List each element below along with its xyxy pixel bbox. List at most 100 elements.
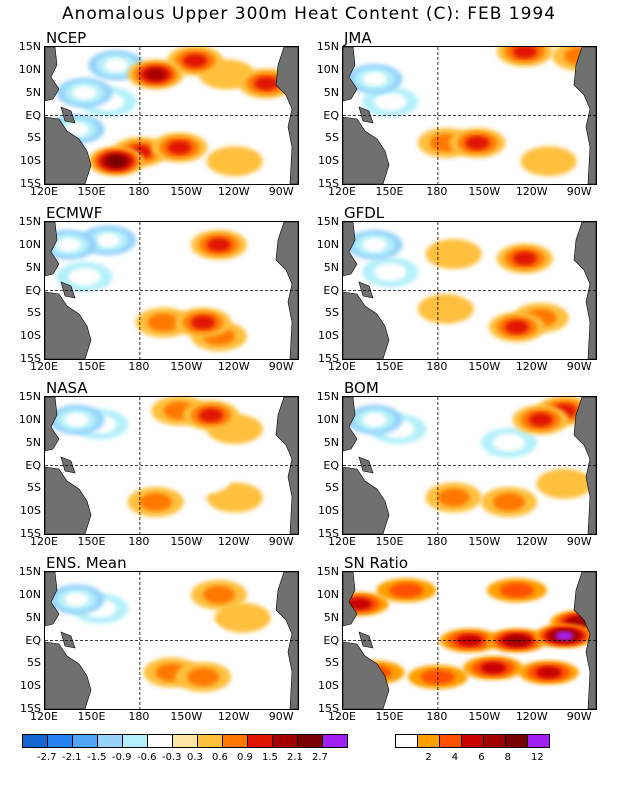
land-mass	[45, 466, 92, 534]
y-tick-label: 5S	[325, 656, 339, 670]
y-tick-label: 5S	[27, 481, 41, 495]
heat-contour	[199, 408, 223, 423]
x-tick-label: 90W	[566, 710, 592, 723]
x-tick-label: 120E	[30, 710, 58, 723]
heat-contour	[104, 58, 129, 73]
y-tick-label: 5N	[323, 610, 339, 624]
land-mass	[45, 397, 60, 452]
x-tick-label: 150W	[170, 535, 203, 548]
colorbar-label: -0.9	[112, 752, 132, 763]
x-tick-label: 90W	[268, 185, 294, 198]
land-mass	[275, 572, 298, 709]
y-tick-label: 15S	[318, 527, 339, 540]
y-tick-label: 10S	[20, 679, 41, 693]
land-mass	[275, 397, 298, 534]
x-tick-label: 150E	[77, 535, 106, 548]
heat-contour	[493, 493, 525, 511]
heat-contour	[457, 270, 514, 301]
y-tick-label: 10N	[316, 62, 339, 76]
heat-contour	[96, 233, 121, 248]
x-tick-label: 180	[128, 360, 150, 373]
y-tick-label: 15N	[316, 40, 339, 53]
heat-contour	[437, 488, 470, 507]
x-tick-label: 120W	[515, 535, 548, 548]
map-plot-area	[342, 396, 597, 535]
colorbar-swatch	[172, 734, 198, 748]
colorbar-label: 8	[504, 752, 511, 763]
y-tick-label: 15S	[20, 177, 41, 190]
heatmap-svg	[45, 222, 298, 359]
colorbar-label: -0.3	[162, 752, 182, 763]
heatmap-svg	[343, 572, 596, 709]
heatmap-svg	[45, 47, 298, 184]
heat-contour	[536, 468, 593, 499]
land-mass	[358, 456, 374, 474]
colorbar-label: 1.5	[262, 752, 278, 763]
y-tick-label: 5N	[25, 610, 41, 624]
figure-title: Anomalous Upper 300m Heat Content (C): F…	[61, 4, 557, 24]
colorbar-swatch	[22, 734, 48, 748]
colorbar-swatch	[97, 734, 123, 748]
land-mass	[45, 116, 92, 184]
land-mass	[343, 116, 390, 184]
land-mass	[358, 631, 374, 649]
x-tick-label: 120W	[515, 360, 548, 373]
colorbar-swatch	[272, 734, 298, 748]
land-mass	[45, 572, 60, 627]
y-tick-label: 10N	[316, 237, 339, 251]
y-tick-label: EQ	[323, 458, 339, 472]
heat-contour	[512, 47, 537, 59]
x-tick-label: 120W	[515, 710, 548, 723]
map-plot-area	[44, 221, 299, 360]
heat-contour	[480, 661, 506, 674]
map-plot-area	[44, 396, 299, 535]
land-mass	[60, 281, 76, 299]
land-mass	[45, 222, 60, 277]
colorbar-swatch	[72, 734, 98, 748]
x-tick-label: 150W	[468, 535, 501, 548]
y-tick-label: 10N	[316, 412, 339, 426]
heat-contour	[147, 313, 180, 332]
land-mass	[343, 397, 358, 452]
y-tick-label: 10S	[318, 679, 339, 693]
land-mass	[343, 291, 390, 359]
colorbar-swatch	[197, 734, 223, 748]
x-tick-label: 150E	[77, 185, 106, 198]
y-tick-label: 5N	[25, 435, 41, 449]
y-tick-label: EQ	[25, 458, 41, 472]
land-mass	[343, 466, 390, 534]
land-mass	[343, 47, 358, 102]
x-tick-label: 120E	[30, 535, 58, 548]
x-tick-label: 120E	[328, 535, 356, 548]
heat-contour	[504, 320, 529, 334]
y-tick-label: 5S	[27, 306, 41, 320]
land-mass	[573, 397, 596, 534]
heat-contour	[555, 631, 574, 641]
y-tick-label: 15S	[318, 352, 339, 365]
y-tick-label: 15S	[318, 702, 339, 715]
heat-contour	[107, 155, 125, 167]
land-mass	[343, 572, 358, 627]
colorbar-swatch	[417, 734, 440, 748]
x-tick-label: 150W	[170, 185, 203, 198]
y-tick-label: 15S	[20, 352, 41, 365]
y-tick-label: 10S	[318, 154, 339, 168]
heat-contour	[506, 635, 528, 646]
y-tick-label: 5N	[323, 85, 339, 99]
panel-title: JMA	[344, 29, 372, 47]
y-tick-label: EQ	[25, 283, 41, 297]
colorbar-label: 6	[478, 752, 485, 763]
y-tick-label: 10S	[20, 329, 41, 343]
land-mass	[343, 641, 390, 709]
x-tick-label: 180	[426, 710, 448, 723]
y-tick-label: 10N	[18, 587, 41, 601]
heat-contour	[143, 261, 200, 292]
y-tick-label: 15N	[316, 565, 339, 578]
y-tick-label: 5N	[323, 260, 339, 274]
y-tick-label: 15N	[18, 390, 41, 403]
y-tick-label: 10N	[18, 412, 41, 426]
heat-contour	[202, 585, 235, 604]
heat-contour	[190, 114, 247, 145]
panel-title: BOM	[344, 379, 379, 397]
heat-contour	[175, 464, 232, 495]
